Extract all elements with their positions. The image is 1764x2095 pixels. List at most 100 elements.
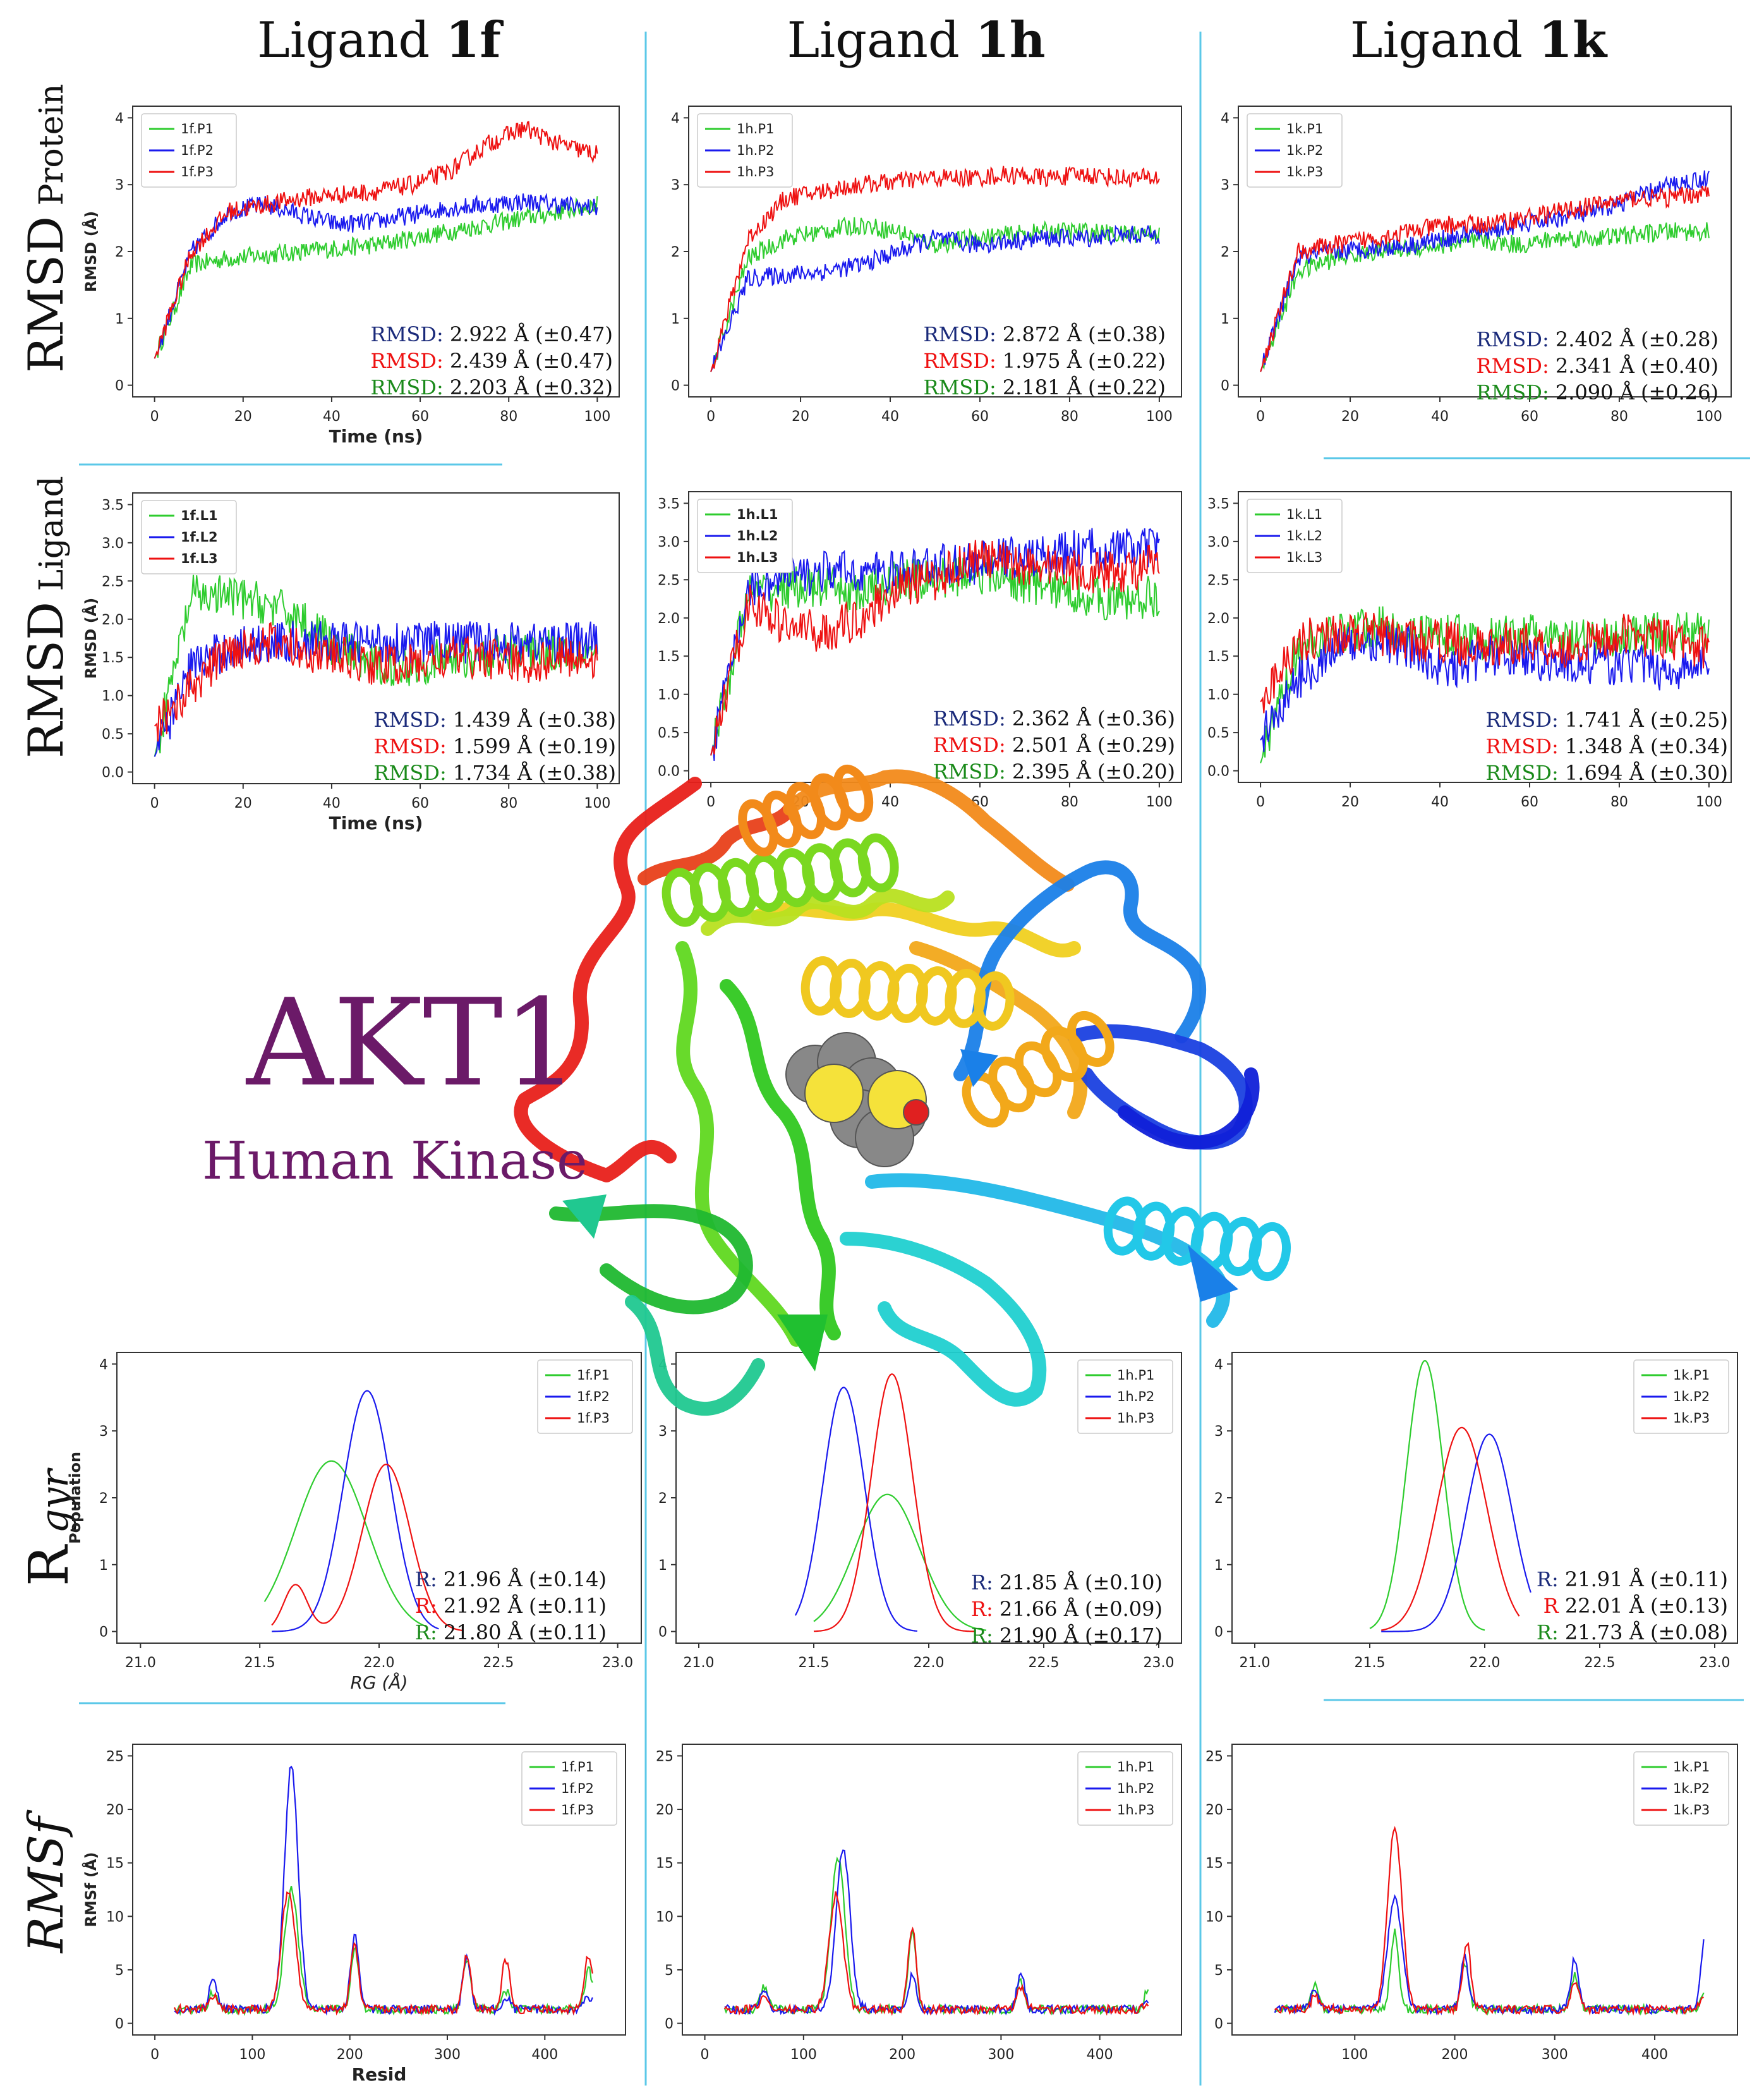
y-tick-label: 0 (115, 379, 124, 394)
legend-label: 1k.L3 (1286, 550, 1322, 565)
y-tick-label: 1 (99, 1558, 108, 1574)
x-tick-label: 60 (971, 409, 989, 425)
series-line-1f-P2 (174, 1765, 593, 2016)
x-axis-label: Time (ns) (329, 426, 423, 447)
y-tick-label: 3 (658, 1424, 667, 1440)
stat-line: R: 21.92 Å (±0.11) (415, 1594, 607, 1618)
y-tick-label: 0 (1214, 2017, 1223, 2032)
helix-turn (973, 971, 1015, 1031)
x-tick-label: 21.0 (684, 1655, 715, 1671)
x-tick-label: 0 (150, 796, 159, 811)
legend-label: 1h.P3 (737, 164, 774, 179)
y-tick-label: 1.0 (1207, 688, 1229, 703)
legend-label: 1f.P1 (561, 1759, 594, 1775)
y-tick-label: 0 (671, 379, 680, 394)
legend-label: 1h.P2 (1117, 1781, 1154, 1796)
chart-rmsf-1h: 0 100 200 300 400 0 5 10 15 20 25 1h.P1 1h.P2 1h.P3 (656, 1744, 1182, 2063)
legend-label: 1h.L2 (737, 528, 778, 543)
series-line-1k-P3 (1260, 185, 1710, 372)
strand-arrow (777, 1315, 828, 1371)
x-tick-label: 400 (1087, 2047, 1113, 2063)
legend-label: 1h.P1 (737, 121, 774, 137)
x-tick-label: 23.0 (1144, 1655, 1175, 1671)
x-tick-label: 400 (531, 2047, 558, 2063)
chart-rmsd-ligand-1k: 0 20 40 60 80 100 0.0 0.5 1.0 1.5 2.0 2.5 3.0 3.5 1k.L… (1207, 491, 1732, 810)
ribbon-segment (1067, 1024, 1253, 1150)
legend-label: 1k.P3 (1673, 1411, 1710, 1426)
series-line-1h-P1 (710, 216, 1160, 372)
chart-rgyr-1h: 21.0 21.5 22.0 22.5 23.0012341h.P11h.P21h.P3… (658, 1352, 1182, 1671)
x-tick-label: 300 (1542, 2047, 1568, 2063)
chart-rgyr-1k: 21.0 21.5 22.0 22.5 23.0 0 1 2 3 4 1k.P1 1k.P2 1k.P3… (1214, 1352, 1738, 1671)
x-tick-label: 300 (988, 2047, 1014, 2063)
legend-label: 1k.P1 (1286, 121, 1323, 137)
x-tick-label: 22.0 (914, 1655, 945, 1671)
ribbon-segment (751, 902, 1081, 958)
legend-label: 1f.L2 (181, 530, 218, 545)
helix (962, 1011, 1115, 1128)
ribbon-segment (514, 777, 702, 1182)
protein-structure (514, 764, 1291, 1416)
y-tick-label: 1 (671, 312, 680, 327)
x-tick-label: 20 (234, 796, 252, 811)
y-axis-label: Population (66, 1452, 84, 1544)
x-tick-label: 22.5 (483, 1655, 514, 1671)
x-tick-label: 40 (1431, 794, 1449, 810)
legend-box (697, 113, 793, 188)
series-line-1h-L3 (710, 540, 1160, 756)
protein-title: AKT1 (246, 973, 579, 1113)
series-line-1h-P3 (710, 166, 1160, 372)
series-group (173, 1765, 593, 2017)
stat-line: RMSD: 2.203 Å (±0.32) (371, 375, 613, 399)
series-line-1k-P2 (1381, 1433, 1531, 1632)
y-tick-label: 1.5 (1207, 649, 1229, 665)
x-tick-label: 40 (1431, 409, 1449, 425)
strand-arrow (960, 1049, 998, 1087)
x-tick-label: 22.5 (1029, 1655, 1060, 1671)
y-tick-label: 2.5 (658, 573, 680, 588)
legend-box (1077, 1751, 1173, 1826)
x-tick-label: 21.5 (799, 1655, 830, 1671)
y-axis-label: RMSf (Å) (82, 1852, 100, 1928)
series-group (723, 1849, 1149, 2017)
x-tick-label: 200 (337, 2047, 363, 2063)
protein-subtitle: Human Kinase (202, 1131, 588, 1191)
y-tick-label: 3 (671, 178, 680, 193)
legend-box (141, 113, 237, 188)
stat-line: R 22.01 Å (±0.13) (1544, 1594, 1728, 1618)
column-header-1h: Ligand 1h (787, 11, 1046, 69)
series-line-1k-P1 (1274, 1928, 1705, 2016)
legend-box (141, 500, 237, 574)
y-tick-label: 3 (1221, 178, 1229, 193)
series-group (794, 1373, 987, 1632)
ligand-atom (903, 1099, 929, 1126)
y-axis-label: RMSD (Å) (82, 211, 100, 292)
y-tick-label: 3 (115, 178, 124, 193)
x-tick-label: 0 (701, 2047, 710, 2063)
x-tick-label: 100 (239, 2047, 265, 2063)
series-line-1f-P1 (154, 196, 598, 359)
x-tick-label: 22.0 (1470, 1655, 1501, 1671)
column-header-1f: Ligand 1f (257, 11, 501, 69)
column-header-1k: Ligand 1k (1350, 11, 1607, 69)
y-tick-label: 3.0 (102, 536, 124, 552)
y-tick-label: 1.5 (658, 649, 680, 665)
y-tick-label: 20 (656, 1802, 674, 1818)
x-tick-label: 20 (234, 409, 252, 425)
y-tick-label: 15 (656, 1856, 674, 1872)
y-tick-label: 0.5 (102, 727, 124, 743)
legend-label: 1f.L1 (181, 508, 218, 523)
ribbon-segment (840, 1232, 1047, 1407)
stat-line: RMSD: 1.734 Å (±0.38) (374, 761, 616, 785)
legend-label: 1k.P2 (1673, 1389, 1710, 1404)
series-line-1h-P2 (794, 1387, 917, 1632)
strand-arrow (562, 1194, 607, 1239)
legend-box (1633, 1359, 1729, 1434)
x-axis-label: RG (Å) (350, 1672, 408, 1693)
x-tick-label: 0 (706, 794, 715, 810)
legend-box (1077, 1359, 1173, 1434)
chart-rmsd-ligand-1h: 0 20 40 60 80 1000.00.51.01.52.02.53.03.51h.L… (658, 491, 1182, 810)
y-tick-label: 4 (1214, 1357, 1223, 1373)
x-tick-label: 22.5 (1585, 1655, 1616, 1671)
